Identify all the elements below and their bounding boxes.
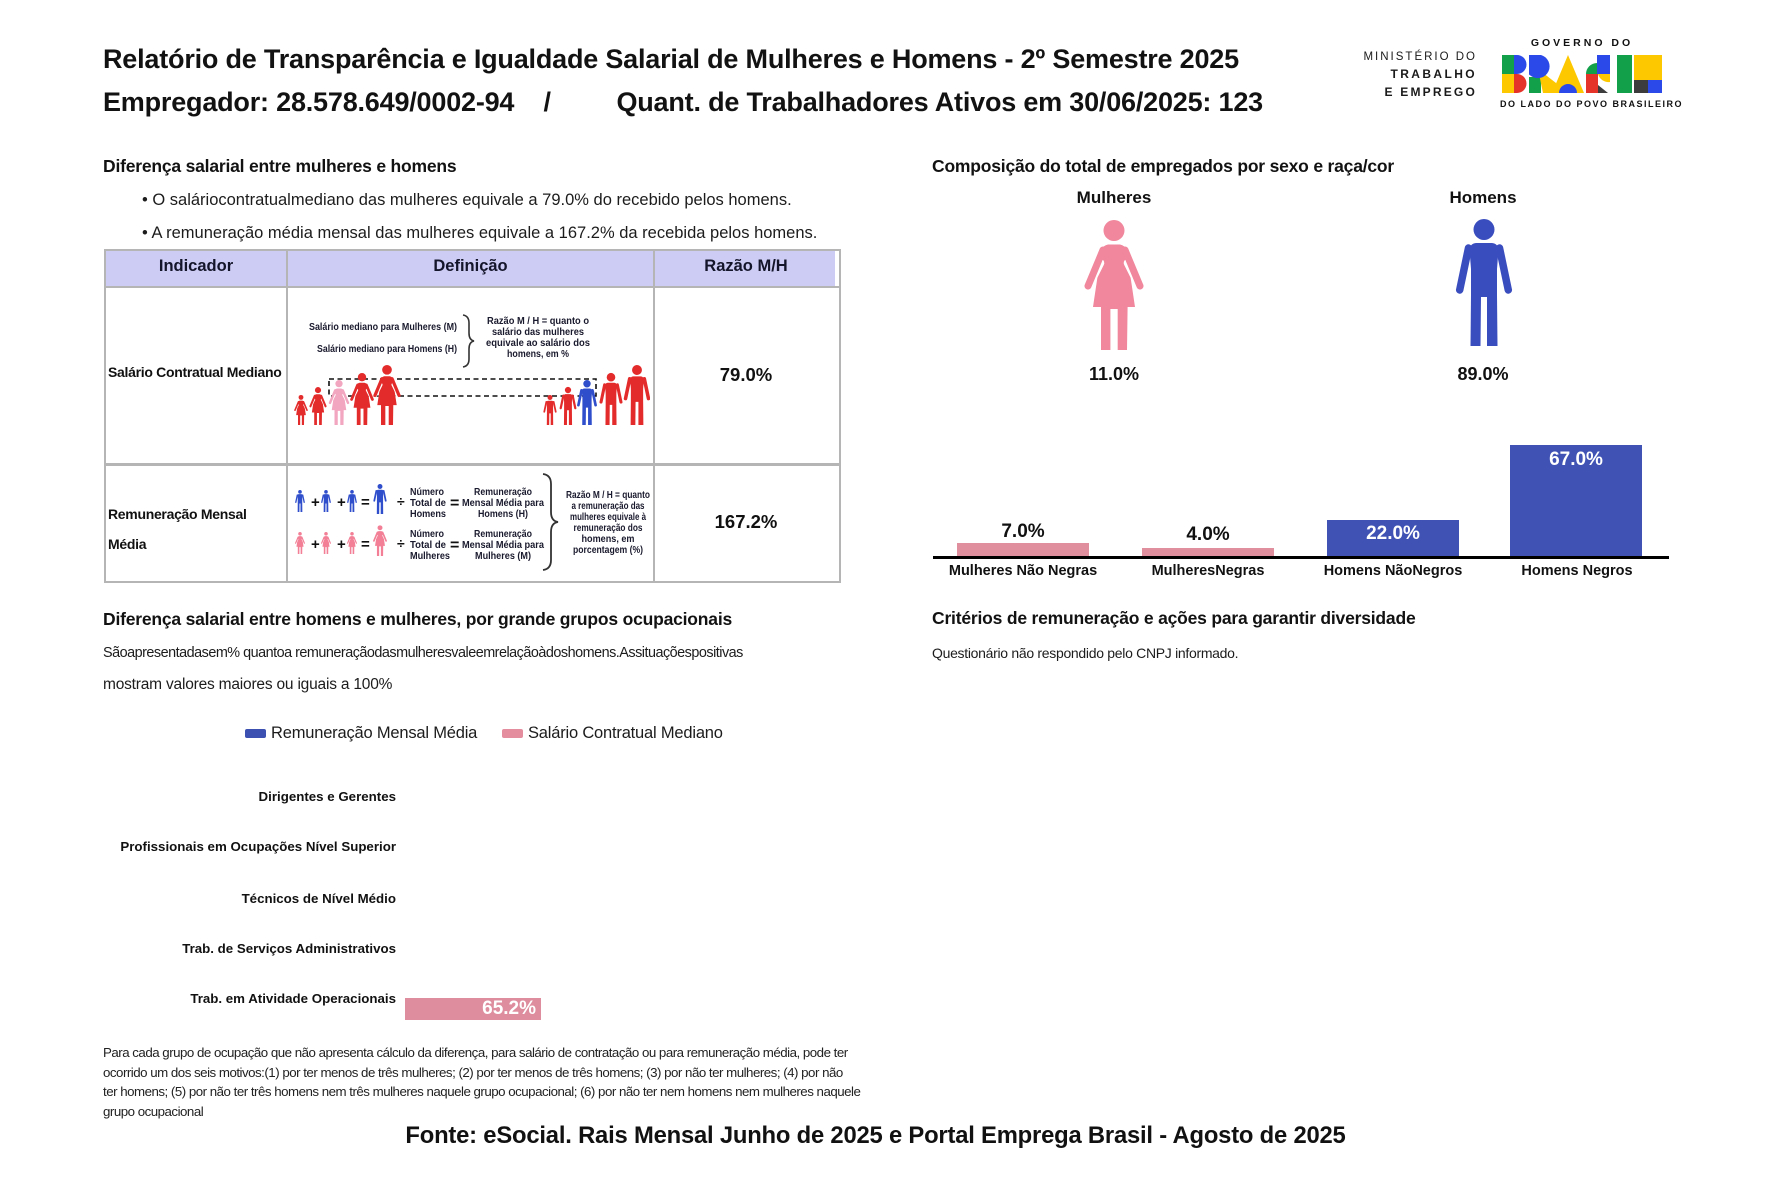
svg-text:=: = [361,494,370,511]
svg-text:=: = [361,536,370,553]
svg-text:+: + [337,536,346,553]
svg-text:mulheres equivale à: mulheres equivale à [570,512,646,523]
svg-text:remuneração dos: remuneração dos [574,523,643,534]
svg-text:Total de: Total de [410,540,446,551]
svg-text:+: + [311,536,320,553]
svg-text:equivale ao salário dos: equivale ao salário dos [486,338,590,349]
svg-text:+: + [311,494,320,511]
svg-text:Número: Número [410,529,444,540]
svg-text:salário das mulheres: salário das mulheres [492,327,584,338]
svg-text:Salário mediano para Homens (H: Salário mediano para Homens (H) [317,343,457,355]
svg-text:Mulheres: Mulheres [410,551,450,562]
svg-text:Remuneração: Remuneração [474,529,532,540]
svg-text:Total de: Total de [410,498,446,509]
svg-text:Homens (H): Homens (H) [478,509,528,520]
svg-text:=: = [450,495,459,512]
svg-text:Salário mediano para Mulheres: Salário mediano para Mulheres (M) [309,321,457,333]
svg-text:Mensal Média para: Mensal Média para [462,540,544,551]
svg-text:Mulheres (M): Mulheres (M) [475,551,531,562]
svg-text:a remuneração das: a remuneração das [572,501,645,512]
svg-text:Número: Número [410,487,444,498]
svg-text:=: = [450,537,459,554]
svg-text:porcentagem (%): porcentagem (%) [573,545,643,556]
svg-text:Mensal Média para: Mensal Média para [462,498,544,509]
svg-text:homens, em %: homens, em % [507,349,569,360]
svg-text:Remuneração: Remuneração [474,487,532,498]
svg-text:Razão M / H = quanto o: Razão M / H = quanto o [487,316,589,327]
svg-text:Homens: Homens [410,509,446,520]
svg-text:÷: ÷ [397,493,405,509]
svg-text:÷: ÷ [397,535,405,551]
svg-text:+: + [337,494,346,511]
svg-text:homens, em: homens, em [582,534,635,545]
svg-text:Razão M / H = quanto: Razão M / H = quanto [566,490,650,501]
